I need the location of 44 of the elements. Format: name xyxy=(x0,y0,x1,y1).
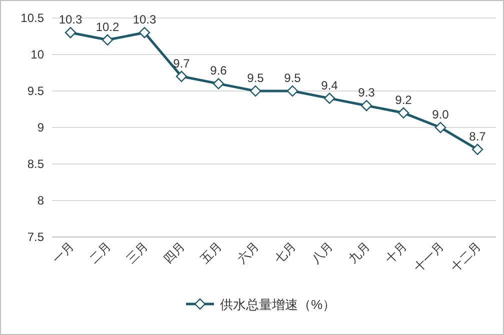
x-tick-label: 四月 xyxy=(160,239,188,266)
x-tick-label: 十月 xyxy=(382,239,410,266)
data-label: 9.7 xyxy=(173,56,190,70)
point xyxy=(138,27,150,38)
data-label: 9.0 xyxy=(432,108,450,122)
x-tick-label: 六月 xyxy=(234,239,262,266)
point xyxy=(472,144,484,155)
y-tick-label: 9 xyxy=(37,120,44,134)
x-tick-label: 三月 xyxy=(124,239,151,266)
point xyxy=(176,70,188,82)
data-label: 9.6 xyxy=(210,64,228,78)
point xyxy=(360,100,372,112)
data-label: 9.2 xyxy=(395,92,412,107)
data-label: 9.3 xyxy=(358,86,376,100)
y-tick-label: 8 xyxy=(37,194,44,208)
data-label: 9.5 xyxy=(284,71,302,85)
point xyxy=(250,85,262,97)
data-label: 10.3 xyxy=(58,12,82,27)
x-tick-label: 十一月 xyxy=(411,239,447,275)
x-tick-label: 二月 xyxy=(86,239,114,266)
data-label: 9.4 xyxy=(321,78,338,92)
x-tick-label: 一月 xyxy=(50,239,77,266)
legend-label: 供水总量增速（%） xyxy=(220,297,336,312)
y-tick-label: 10.5 xyxy=(20,11,44,25)
point xyxy=(212,78,224,90)
y-tick-label: 9.5 xyxy=(27,84,44,98)
x-tick-label: 七月 xyxy=(272,239,299,266)
x-tick-label: 九月 xyxy=(346,239,373,266)
point xyxy=(434,122,446,134)
y-tick-label: 10 xyxy=(30,48,44,62)
data-label: 8.7 xyxy=(469,129,486,144)
point xyxy=(64,27,76,38)
y-tick-label: 7.5 xyxy=(27,230,44,244)
point xyxy=(398,107,410,118)
data-label: 10.2 xyxy=(96,20,120,34)
point xyxy=(286,85,298,97)
x-tick-label: 五月 xyxy=(198,239,225,266)
data-label: 10.3 xyxy=(132,12,156,27)
y-tick-label: 8.5 xyxy=(27,157,44,171)
point xyxy=(324,92,336,104)
data-label: 9.5 xyxy=(247,71,264,85)
x-tick-label: 十二月 xyxy=(448,239,484,275)
point xyxy=(102,34,114,46)
x-tick-label: 八月 xyxy=(308,239,336,266)
